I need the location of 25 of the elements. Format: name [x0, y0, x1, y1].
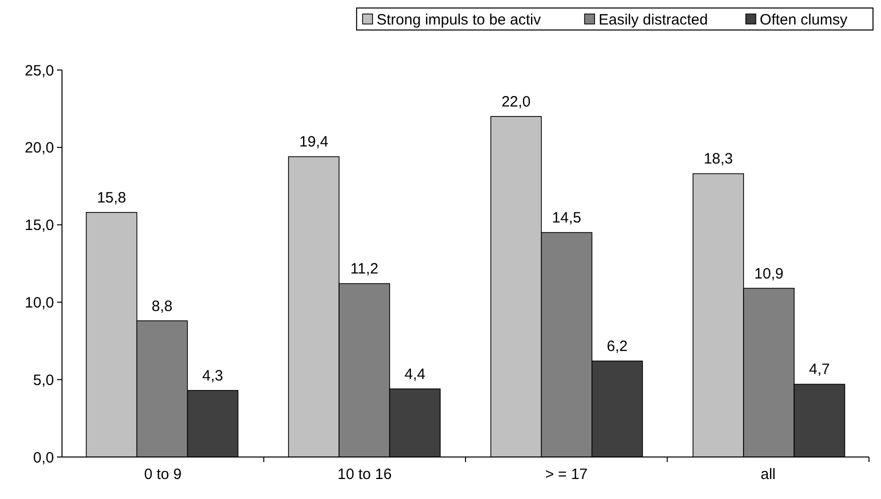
data-label: 10,9	[754, 265, 784, 282]
y-tick-label: 0,0	[33, 449, 54, 466]
data-label: 4,7	[809, 361, 830, 378]
x-tick-label: > = 17	[545, 466, 588, 483]
legend-label: Strong impuls to be activ	[376, 11, 542, 28]
data-label: 11,2	[350, 260, 378, 278]
y-tick-label: 20,0	[24, 140, 54, 157]
y-tick-label: 5,0	[33, 372, 54, 389]
data-label: 19,4	[299, 134, 328, 151]
data-label: 4,4	[404, 366, 426, 383]
data-label: 22,0	[501, 93, 531, 110]
y-tick-label: 25,0	[24, 62, 54, 80]
legend-label: Easily distracted	[598, 11, 708, 28]
data-label: 15,8	[96, 189, 126, 206]
y-tick-label: 15,0	[24, 217, 54, 234]
x-tick-label: 10 to 16	[338, 466, 392, 483]
data-label: 4,3	[202, 367, 224, 384]
data-label: 14,5	[552, 210, 582, 227]
x-tick-label: 0 to 9	[144, 466, 182, 483]
data-label: 6,2	[606, 338, 628, 356]
legend-label: Often clumsy	[760, 11, 848, 28]
x-tick-label: all	[760, 466, 776, 483]
data-label: 8,8	[152, 298, 173, 315]
data-label: 18,3	[704, 150, 733, 168]
y-tick-label: 10,0	[24, 294, 54, 312]
